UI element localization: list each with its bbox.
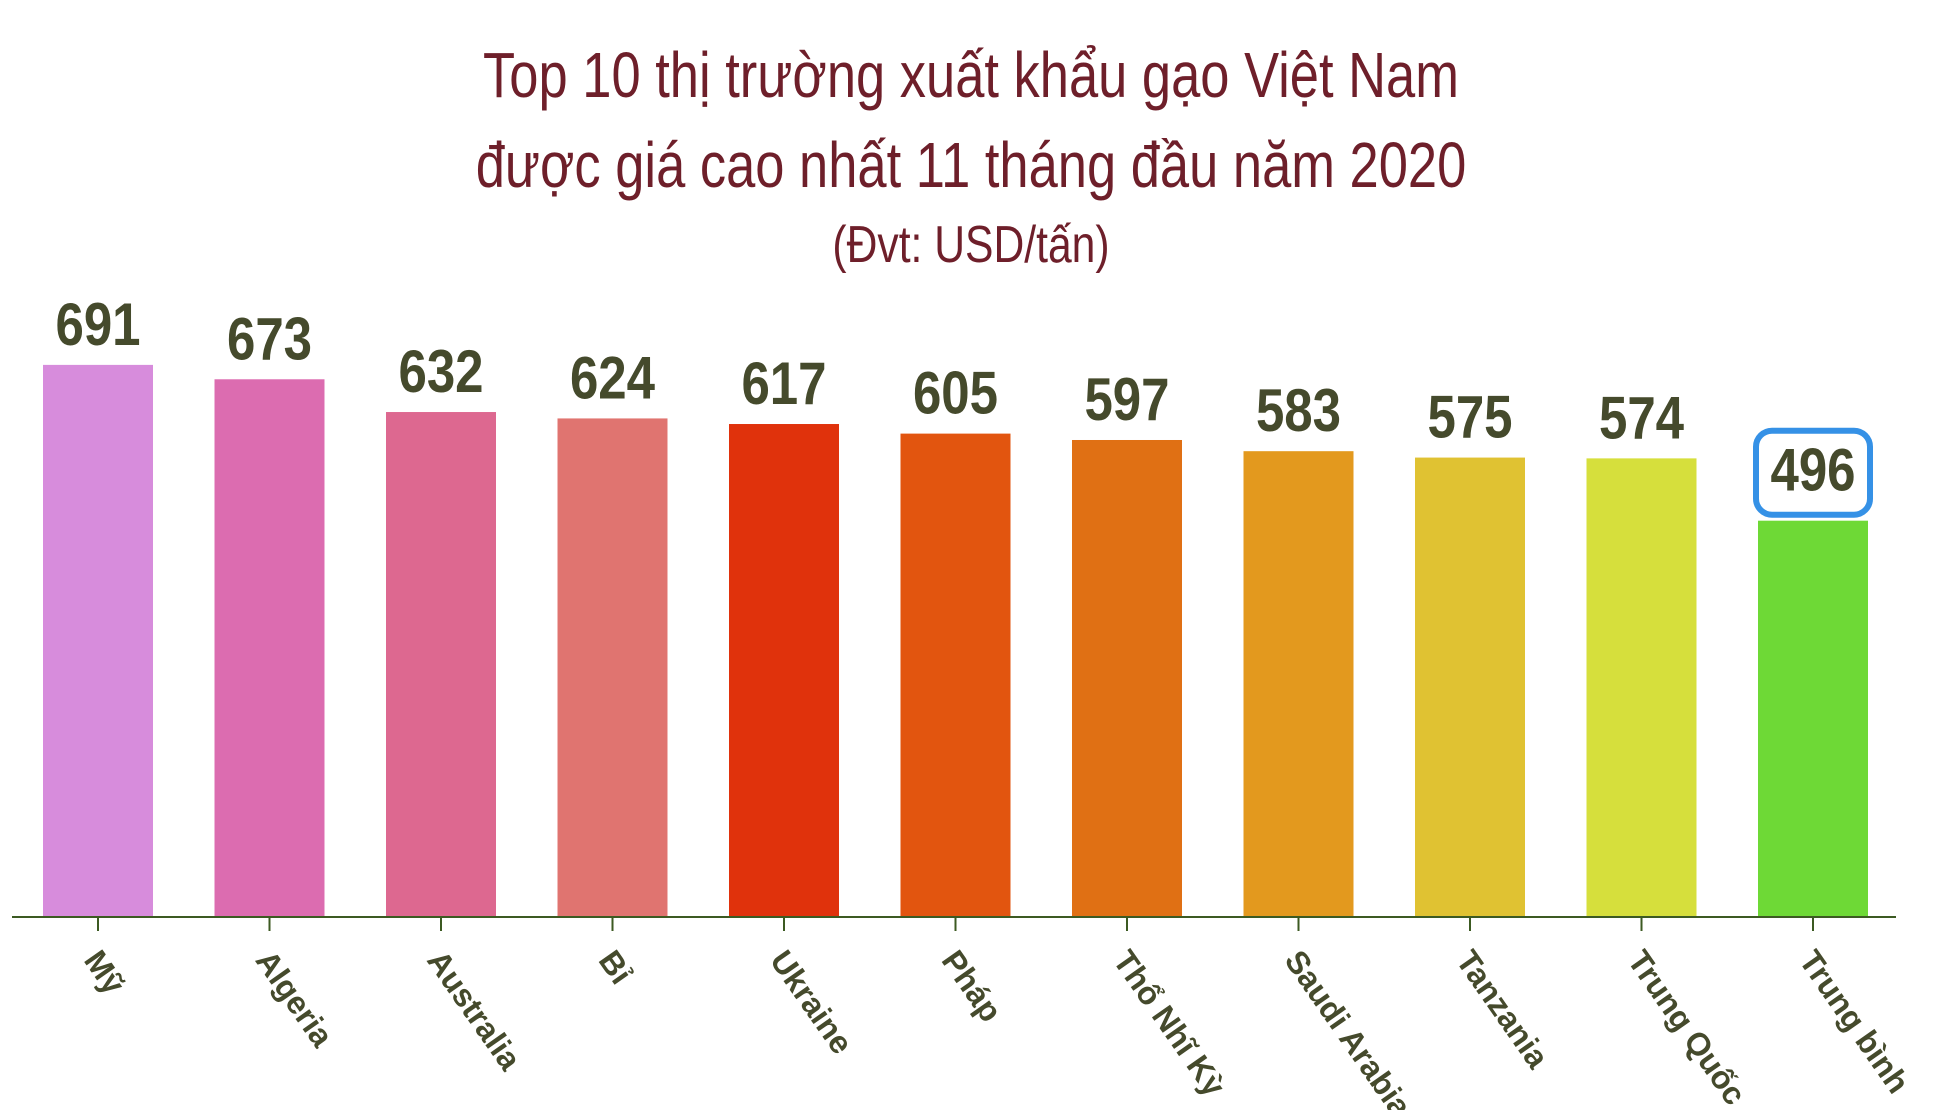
chart-unit: (Đvt: USD/tấn) [832, 216, 1110, 274]
x-tick-label-10: Trung bình [1792, 944, 1916, 1100]
bar-10 [1758, 520, 1868, 917]
chart-subtitle: được giá cao nhất 11 tháng đầu năm 2020 [475, 129, 1467, 201]
highlight-box [1753, 427, 1873, 518]
x-tick-label-7: Saudi Arabia [1278, 944, 1419, 1110]
bar-1 [214, 379, 325, 917]
bar-9 [1586, 458, 1697, 917]
bar-5 [900, 433, 1011, 917]
value-label-5: 605 [913, 360, 998, 427]
value-label-10: 496 [1770, 437, 1855, 504]
x-tick-label-0: Mỹ [77, 944, 132, 1001]
x-tick-label-2: Australia [420, 944, 528, 1077]
bar-2 [386, 412, 496, 917]
x-tick-label-5: Pháp [935, 944, 1009, 1029]
value-label-3: 624 [570, 345, 655, 412]
x-tick-label-6: Thổ Nhĩ Kỳ [1106, 944, 1232, 1103]
title-block: Top 10 thị trường xuất khẩu gạo Việt Nam… [0, 30, 1942, 280]
value-label-7: 583 [1256, 377, 1341, 444]
chart-title: Top 10 thị trường xuất khẩu gạo Việt Nam [483, 39, 1459, 111]
value-label-9: 574 [1599, 384, 1684, 451]
bar-0 [43, 364, 153, 917]
x-tick-label-4: Ukraine [763, 944, 860, 1061]
bar-6 [1072, 439, 1182, 917]
bar-3 [557, 418, 668, 917]
value-label-1: 673 [227, 305, 312, 372]
bar-7 [1243, 451, 1354, 917]
value-label-4: 617 [741, 350, 826, 417]
value-label-6: 597 [1084, 366, 1169, 433]
x-tick-label-3: Bỉ [592, 944, 640, 991]
value-label-8: 575 [1427, 384, 1512, 451]
value-label-2: 632 [398, 338, 483, 405]
bar-4 [729, 424, 839, 917]
value-label-0: 691 [55, 291, 140, 358]
x-tick-label-8: Tanzania [1449, 944, 1556, 1075]
x-tick-label-9: Trung Quốc [1621, 944, 1753, 1110]
x-tick-label-1: Algeria [249, 944, 341, 1054]
bar-8 [1415, 457, 1525, 917]
